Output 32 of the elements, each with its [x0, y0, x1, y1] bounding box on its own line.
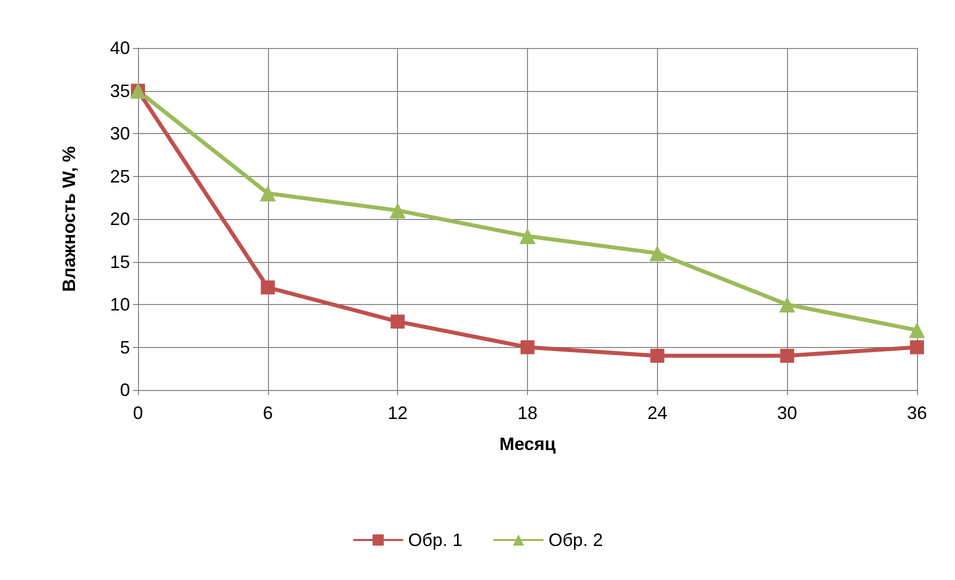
x-tick-label: 6 [262, 403, 273, 423]
x-tick-label: 36 [906, 403, 928, 423]
legend-label: Обр. 2 [548, 530, 603, 550]
y-tick-label: 30 [110, 124, 130, 144]
y-tick-label: 35 [110, 80, 130, 101]
y-tick-label: 40 [110, 38, 130, 58]
point [260, 185, 276, 202]
y-tick-label: 20 [110, 209, 130, 229]
x-axis-title: Месяц [499, 434, 556, 454]
y-tick-label: 0 [120, 380, 130, 400]
y-tick-label: 10 [110, 294, 130, 314]
point [390, 202, 406, 218]
legend-label: Обр. 1 [408, 530, 463, 550]
point [779, 296, 796, 312]
y-tick-label: 15 [110, 252, 130, 272]
y-axis-title: Влажность W, % [59, 146, 79, 292]
point [910, 340, 924, 354]
point [780, 348, 794, 363]
x-tick-label: 30 [777, 403, 798, 423]
point [650, 348, 664, 363]
point [260, 280, 275, 294]
x-tick-label: 18 [517, 403, 538, 423]
x-tick-label: 0 [132, 403, 144, 423]
point [390, 314, 405, 329]
point [520, 228, 536, 244]
x-tick-label: 12 [388, 403, 408, 423]
y-tick-label: 25 [110, 166, 130, 186]
y-tick-label: 5 [120, 337, 130, 358]
point [909, 322, 925, 338]
point [520, 340, 534, 354]
point [649, 245, 666, 262]
x-tick-label: 24 [647, 403, 668, 423]
